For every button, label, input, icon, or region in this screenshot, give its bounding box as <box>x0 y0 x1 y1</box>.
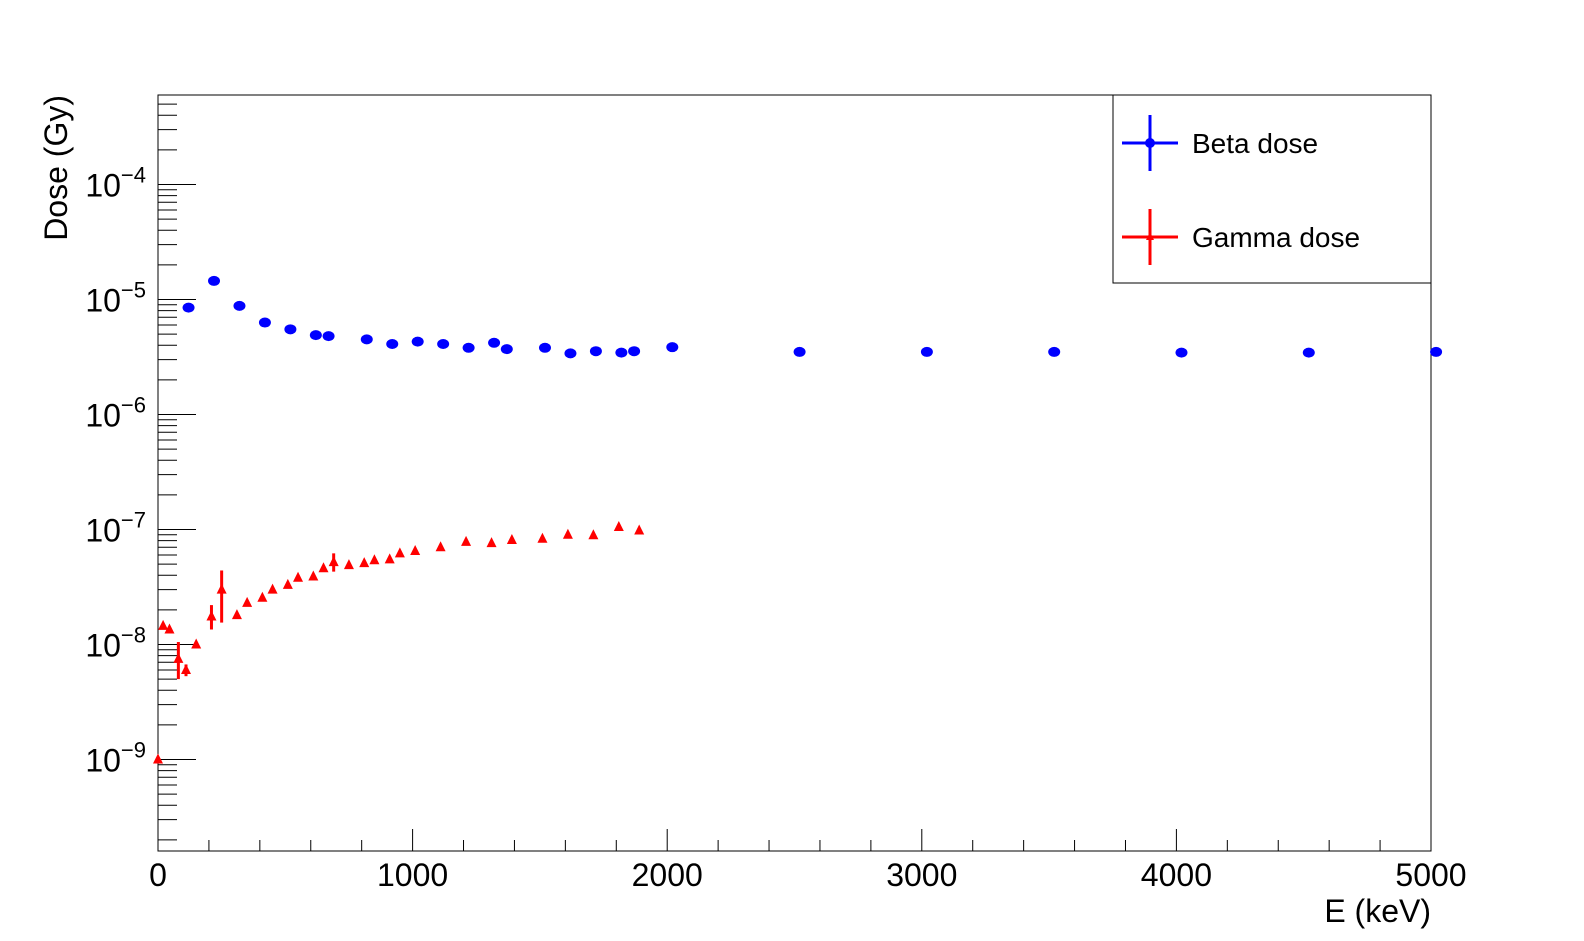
data-point <box>613 521 624 532</box>
legend-label: Beta dose <box>1192 128 1318 159</box>
data-point <box>538 342 551 353</box>
data-point <box>564 348 577 359</box>
data-point <box>322 331 335 342</box>
data-point <box>257 591 268 602</box>
data-point <box>284 324 297 335</box>
data-point <box>437 339 450 350</box>
data-point <box>1430 346 1443 357</box>
data-point <box>500 344 513 355</box>
data-point <box>666 342 679 353</box>
y-tick-label: 10−5 <box>85 277 146 318</box>
data-point <box>293 571 304 582</box>
data-point <box>258 317 271 328</box>
legend-box <box>1112 94 1432 284</box>
data-point <box>486 537 497 548</box>
data-point <box>588 529 599 540</box>
data-point <box>328 556 339 567</box>
series-beta-dose <box>182 275 1443 359</box>
data-point <box>308 570 319 581</box>
x-axis-label: E (keV) <box>1324 893 1431 929</box>
data-point <box>233 300 246 311</box>
series-gamma-dose <box>153 521 645 764</box>
data-point <box>1048 346 1061 357</box>
legend-label: Gamma dose <box>1192 222 1360 253</box>
data-marks <box>153 275 1443 764</box>
data-point <box>384 553 395 564</box>
legend-item-gamma-dose: Gamma dose <box>1122 209 1360 265</box>
data-point <box>589 346 602 357</box>
y-tick-label: 10−6 <box>85 392 146 433</box>
plot-frame <box>157 94 1432 852</box>
y-tick-label: 10−4 <box>85 162 146 203</box>
x-tick-label: 3000 <box>886 857 957 893</box>
data-point <box>359 557 370 568</box>
data-point <box>615 347 628 358</box>
data-point <box>282 578 293 589</box>
data-point <box>1175 347 1188 358</box>
legend-marker <box>1146 232 1154 240</box>
y-axis-label: Dose (Gy) <box>38 95 74 241</box>
data-point <box>628 346 641 357</box>
data-point <box>153 753 163 764</box>
data-point <box>208 275 221 286</box>
x-tick-labels: 0 1000 2000 3000 4000 5000 <box>149 857 1466 893</box>
data-point <box>181 663 192 674</box>
y-tick-label: 10−8 <box>85 622 146 663</box>
data-point <box>488 337 501 348</box>
data-point <box>360 334 373 345</box>
data-point <box>793 346 806 357</box>
data-point <box>410 544 421 555</box>
data-point <box>267 583 278 594</box>
data-point <box>562 528 573 539</box>
data-point <box>158 619 169 630</box>
data-point <box>309 330 322 341</box>
y-tick-labels: 10−9 10−8 10−7 10−6 10−5 10−4 <box>85 162 146 778</box>
data-point <box>242 596 253 607</box>
data-point <box>318 562 329 573</box>
data-point <box>394 547 405 558</box>
x-tick-label: 0 <box>149 857 167 893</box>
data-point <box>206 610 217 621</box>
data-point <box>369 554 380 565</box>
data-point <box>634 524 645 535</box>
data-point <box>191 638 202 649</box>
y-tick-label: 10−7 <box>85 507 146 548</box>
data-point <box>537 532 548 543</box>
data-point <box>231 609 242 620</box>
data-point <box>343 559 354 570</box>
data-point <box>1302 347 1315 358</box>
y-tick-label: 10−9 <box>85 737 146 778</box>
data-point <box>386 339 399 350</box>
legend: Beta dose Gamma dose <box>1112 94 1432 284</box>
legend-marker <box>1145 138 1155 148</box>
data-point <box>411 336 424 347</box>
data-point <box>164 623 175 634</box>
data-point <box>173 652 184 663</box>
legend-item-beta-dose: Beta dose <box>1122 115 1318 171</box>
data-point <box>435 541 446 552</box>
data-point <box>182 302 195 313</box>
data-point <box>462 342 475 353</box>
x-tick-label: 5000 <box>1395 857 1466 893</box>
data-point <box>506 534 517 545</box>
x-tick-label: 2000 <box>632 857 703 893</box>
x-tick-label: 1000 <box>377 857 448 893</box>
x-tick-label: 4000 <box>1141 857 1212 893</box>
data-point <box>461 535 472 546</box>
data-point <box>920 346 933 357</box>
data-point <box>216 583 227 594</box>
